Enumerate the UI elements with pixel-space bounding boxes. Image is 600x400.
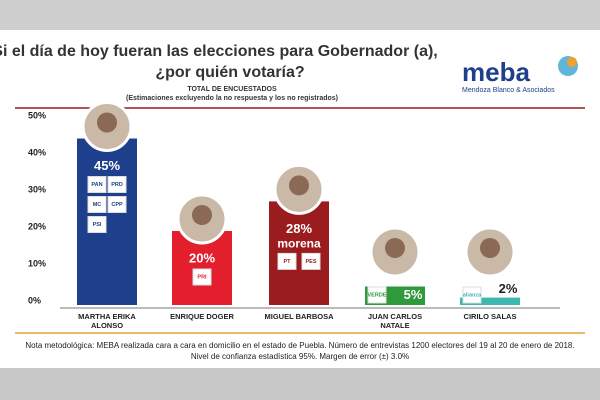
bar [77, 138, 137, 305]
brand-tagline: Mendoza Blanco & Asociados [462, 87, 555, 94]
x-tick-label: MIGUEL BARBOSA [264, 312, 334, 321]
photo-face [97, 112, 117, 133]
y-tick-label: 10% [28, 258, 46, 268]
brand-icon [567, 57, 577, 67]
party-logo [87, 216, 107, 233]
party-logo [301, 252, 321, 270]
value-label: 5% [404, 287, 423, 302]
party-logo [277, 252, 297, 270]
value-label: 20% [189, 250, 215, 265]
party-logo [367, 286, 387, 304]
y-tick-label: 30% [28, 184, 46, 194]
y-tick-label: 20% [28, 221, 46, 231]
photo-face [385, 238, 405, 258]
x-tick-label: ENRIQUE DOGER [170, 312, 234, 321]
blur-band [0, 0, 600, 30]
value-label: 28% [286, 221, 312, 236]
party-logo [107, 176, 127, 193]
party-label: PRD [111, 182, 123, 188]
footnote: Nivel de confianza estadística 95%. Marg… [190, 352, 410, 361]
party-logo [107, 196, 127, 213]
y-tick-label: 40% [28, 147, 46, 157]
x-tick-label: MARTHA ERIKA ALONSO [78, 312, 136, 330]
party-logo [87, 196, 107, 213]
blur-band [0, 368, 600, 400]
y-tick-label: 0% [28, 295, 41, 305]
value-label: 2% [499, 281, 518, 296]
y-tick-label: 50% [28, 110, 46, 120]
brand: meba [462, 57, 530, 87]
footnote: Nota metodológica: MEBA realizada cara a… [25, 341, 575, 350]
photo-face [480, 238, 500, 258]
party-logo [87, 176, 107, 193]
bar [460, 297, 520, 305]
value-label: 45% [94, 158, 120, 173]
party-logo [462, 286, 482, 304]
party-label: PRI [197, 274, 207, 280]
party-label: PSI [93, 222, 102, 228]
subtitle: TOTAL DE ENCUESTADOS [187, 86, 277, 93]
party-label: PES [305, 259, 316, 265]
chart-title: ¿por quién votaría? [155, 64, 304, 81]
chart-title: Si el día de hoy fueran las elecciones p… [0, 43, 438, 60]
x-tick-label: CIRILO SALAS [463, 312, 517, 321]
subtitle: (Estimaciones excluyendo la no respuesta… [126, 95, 338, 102]
photo-face [192, 205, 212, 225]
party-label: alianza [463, 292, 482, 298]
party-label: PAN [91, 182, 102, 188]
party-label: CPP [111, 202, 123, 208]
x-tick-label: JUAN CARLOS NATALE [367, 312, 423, 330]
party-label: PT [283, 259, 291, 265]
party-label: MC [93, 202, 102, 208]
party-label: VERDE [368, 292, 387, 298]
party-logo [192, 268, 212, 286]
party-label: morena [277, 237, 321, 251]
photo-face [289, 175, 309, 196]
